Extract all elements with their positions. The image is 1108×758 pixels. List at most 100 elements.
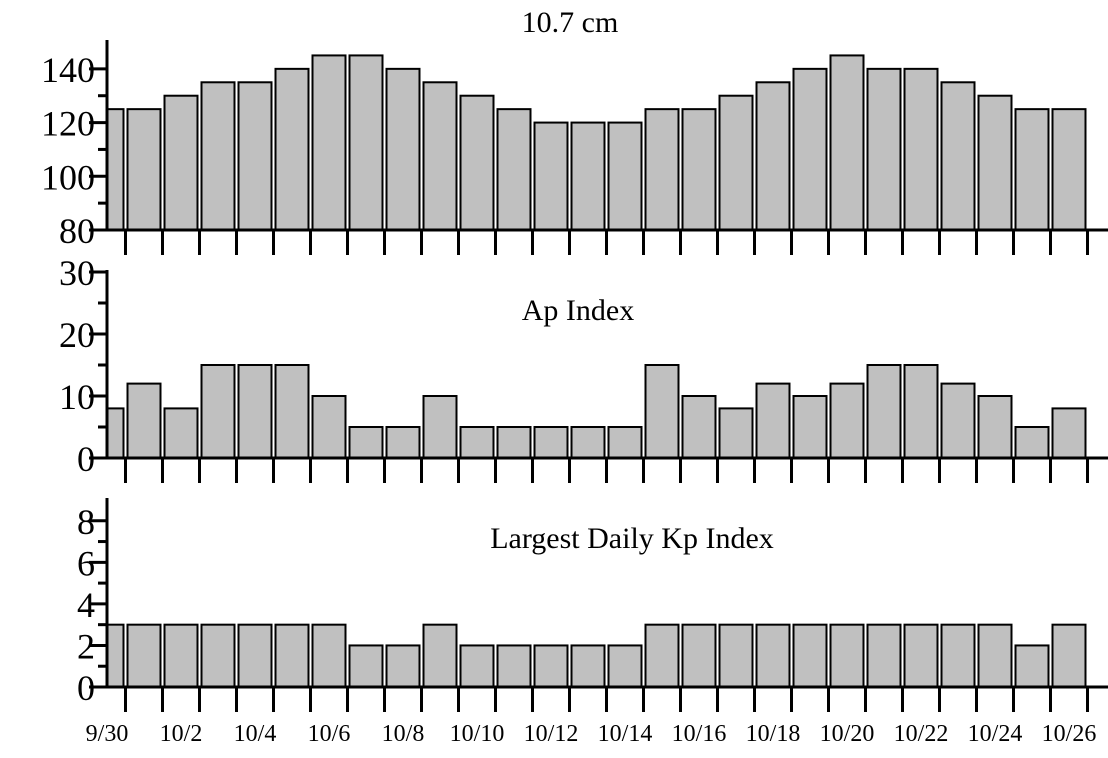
bar: [385, 644, 421, 689]
bar: [755, 81, 791, 231]
x-tick-label: 10/22: [894, 721, 949, 747]
panel-title: Largest Daily Kp Index: [490, 522, 774, 555]
bar: [792, 395, 828, 459]
bar: [237, 81, 273, 231]
bar: [866, 364, 902, 459]
bar: [681, 108, 717, 231]
bar: [718, 407, 754, 459]
bar: [644, 108, 680, 231]
bar: [385, 426, 421, 459]
bar: [533, 644, 569, 689]
bar: [977, 395, 1013, 459]
bar: [126, 108, 162, 231]
bar: [459, 644, 495, 689]
bar: [607, 426, 643, 459]
bar: [422, 395, 458, 459]
bar: [385, 67, 421, 231]
bar: [1051, 407, 1087, 459]
bar: [903, 623, 939, 689]
bar: [311, 623, 347, 689]
bar: [903, 364, 939, 459]
bar: [977, 94, 1013, 232]
bar: [866, 623, 902, 689]
y-tick-label: 2: [77, 626, 95, 666]
y-tick-label: 0: [77, 668, 95, 708]
bar: [533, 426, 569, 459]
bar: [496, 426, 532, 459]
bar: [237, 364, 273, 459]
y-tick-label: 8: [77, 502, 95, 542]
bar: [1014, 108, 1050, 231]
y-tick-label: 120: [41, 104, 95, 144]
x-tick-label: 10/12: [524, 721, 579, 747]
x-tick-label: 10/14: [598, 721, 653, 747]
bar: [570, 121, 606, 231]
bar: [755, 623, 791, 689]
bar: [163, 623, 199, 689]
bar: [200, 364, 236, 459]
bar: [422, 623, 458, 689]
y-tick-label: 20: [59, 315, 95, 355]
x-tick-label: 10/4: [234, 721, 277, 747]
bar: [348, 54, 384, 231]
bar: [533, 121, 569, 231]
bar: [106, 108, 125, 231]
bar: [126, 382, 162, 460]
bar: [977, 623, 1013, 689]
bar: [755, 382, 791, 460]
bar: [126, 623, 162, 689]
bar: [829, 54, 865, 231]
bar: [311, 395, 347, 459]
bar: [792, 67, 828, 231]
y-tick-label: 4: [77, 585, 95, 625]
x-tick-label: 10/6: [308, 721, 351, 747]
x-tick-label: 10/18: [746, 721, 801, 747]
y-tick-label: 140: [41, 50, 95, 90]
bar: [940, 81, 976, 231]
bar: [106, 407, 125, 459]
x-tick-label: 10/26: [1042, 721, 1097, 747]
panel-title: Ap Index: [522, 294, 634, 327]
y-tick-label: 80: [59, 211, 95, 251]
bar: [607, 121, 643, 231]
bar: [311, 54, 347, 231]
bar: [829, 382, 865, 460]
x-tick-label: 10/8: [382, 721, 425, 747]
bar: [348, 426, 384, 459]
bar: [718, 94, 754, 232]
bar: [106, 623, 125, 689]
bar: [792, 623, 828, 689]
bar: [829, 623, 865, 689]
bar: [570, 644, 606, 689]
bar: [163, 94, 199, 232]
bar: [237, 623, 273, 689]
bar: [1014, 426, 1050, 459]
bar: [718, 623, 754, 689]
bar: [274, 67, 310, 231]
bar: [644, 623, 680, 689]
bar: [940, 623, 976, 689]
bar: [607, 644, 643, 689]
bar: [644, 364, 680, 459]
bar: [681, 395, 717, 459]
y-tick-label: 30: [59, 253, 95, 293]
bar: [163, 407, 199, 459]
bar: [496, 108, 532, 231]
panel-title: 10.7 cm: [522, 6, 619, 39]
bar: [570, 426, 606, 459]
x-tick-label: 10/16: [672, 721, 727, 747]
bar: [1051, 623, 1087, 689]
bar: [459, 426, 495, 459]
x-tick-label: 10/10: [450, 721, 505, 747]
y-tick-label: 0: [77, 439, 95, 479]
bar: [1014, 644, 1050, 689]
bar: [200, 623, 236, 689]
panel-2: 0 10 20 30 Ap Index: [59, 253, 1108, 483]
bar: [274, 364, 310, 459]
y-tick-label: 6: [77, 543, 95, 583]
x-tick-label: 9/30: [86, 721, 129, 747]
x-tick-label: 10/20: [820, 721, 875, 747]
